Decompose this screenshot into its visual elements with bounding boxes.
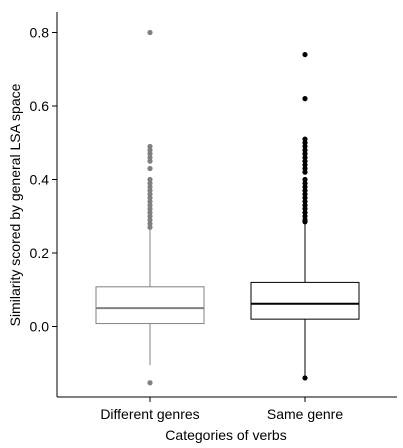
outlier-point xyxy=(302,143,308,150)
outlier-point xyxy=(302,51,308,58)
outlier-point xyxy=(302,154,308,161)
outlier-point xyxy=(302,176,308,183)
y-tick-label: 0.8 xyxy=(30,25,50,41)
x-tick-label: Same genre xyxy=(267,406,343,422)
outlier-point xyxy=(147,198,153,205)
outlier-point xyxy=(302,180,308,186)
outlier-point xyxy=(147,151,153,157)
outlier-point xyxy=(302,162,308,168)
y-tick-label: 0.6 xyxy=(30,98,50,114)
y-axis-title: Similarity scored by general LSA space xyxy=(7,83,23,326)
outlier-point xyxy=(302,147,308,153)
outlier-point xyxy=(147,158,153,164)
outlier-point xyxy=(302,217,308,223)
outlier-point xyxy=(302,187,308,194)
outlier-point xyxy=(147,380,153,386)
outlier-point xyxy=(147,184,153,190)
x-axis-ticks: Different genres Same genre xyxy=(100,397,343,422)
outlier-point xyxy=(147,29,153,36)
outlier-point xyxy=(147,221,153,227)
outlier-point xyxy=(302,184,308,190)
outlier-point xyxy=(147,224,153,230)
outlier-point xyxy=(147,180,153,186)
outlier-point xyxy=(147,154,153,161)
outlier-point xyxy=(302,375,308,381)
outlier-point xyxy=(147,147,153,153)
outlier-point xyxy=(302,136,308,142)
iqr-box xyxy=(95,286,205,325)
box-group xyxy=(250,51,360,381)
outlier-point xyxy=(147,143,153,150)
outlier-point xyxy=(302,195,308,201)
outlier-point xyxy=(147,176,153,183)
outlier-point xyxy=(147,213,153,219)
outlier-point xyxy=(302,151,308,157)
outlier-point xyxy=(302,198,308,205)
plot-area xyxy=(95,29,360,386)
outlier-point xyxy=(302,96,308,102)
outlier-point xyxy=(302,140,308,146)
outlier-point xyxy=(147,209,153,216)
outlier-point xyxy=(147,165,153,172)
outlier-point xyxy=(147,202,153,208)
outlier-point xyxy=(147,217,153,223)
x-axis-title: Categories of verbs xyxy=(165,427,286,443)
outlier-point xyxy=(302,209,308,216)
outlier-point xyxy=(302,213,308,219)
y-tick-label: 0.2 xyxy=(30,245,50,261)
outlier-point xyxy=(302,169,308,175)
outlier-point xyxy=(302,158,308,164)
y-tick-label: 0.4 xyxy=(30,172,50,188)
y-axis-ticks: 0.0 0.2 0.4 0.6 0.8 xyxy=(30,25,57,335)
outlier-point xyxy=(147,206,153,212)
y-tick-label: 0.0 xyxy=(30,319,50,335)
outlier-point xyxy=(147,191,153,197)
iqr-box xyxy=(250,281,360,320)
outlier-point xyxy=(302,206,308,212)
outlier-point xyxy=(302,191,308,197)
outlier-point xyxy=(147,195,153,201)
x-tick-label: Different genres xyxy=(100,406,199,422)
outlier-point xyxy=(302,165,308,172)
outlier-point xyxy=(302,202,308,208)
box-group xyxy=(95,29,205,386)
outlier-point xyxy=(147,187,153,194)
